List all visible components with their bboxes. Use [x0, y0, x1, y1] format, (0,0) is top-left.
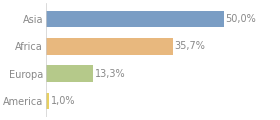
Bar: [46, 38, 173, 55]
Text: 35,7%: 35,7%: [175, 41, 206, 51]
Text: 1,0%: 1,0%: [51, 96, 76, 106]
Text: 13,3%: 13,3%: [95, 69, 125, 79]
Bar: [46, 93, 49, 109]
Bar: [46, 11, 224, 27]
Text: 50,0%: 50,0%: [226, 14, 256, 24]
Bar: [46, 65, 93, 82]
